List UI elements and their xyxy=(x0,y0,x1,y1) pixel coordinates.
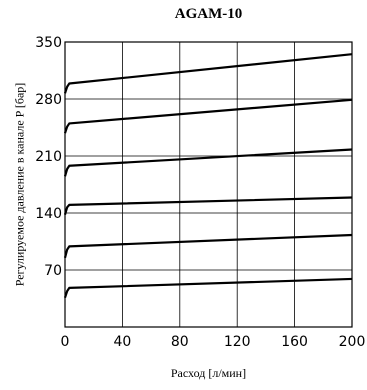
y-tick-label: 140 xyxy=(35,206,62,222)
x-tick-label: 160 xyxy=(281,334,308,350)
x-tick-label: 200 xyxy=(339,334,366,350)
y-tick-label: 350 xyxy=(35,35,62,51)
x-axis-label: Расход [л/мин] xyxy=(170,366,247,380)
series-line-5 xyxy=(63,98,353,134)
series-line-6 xyxy=(63,53,353,94)
y-tick-label: 280 xyxy=(35,92,62,108)
x-tick-label: 40 xyxy=(113,334,131,350)
chart-title: AGAM-10 xyxy=(174,6,243,22)
x-tick-label: 80 xyxy=(171,334,189,350)
series-line-4 xyxy=(63,148,353,177)
y-tick-label: 210 xyxy=(35,149,62,165)
series-line-2 xyxy=(63,233,353,259)
series-line-3 xyxy=(63,196,353,215)
series-line-1 xyxy=(63,277,353,299)
x-tick-label: 0 xyxy=(61,334,70,350)
plot-frame xyxy=(64,41,353,328)
x-tick-label: 120 xyxy=(224,334,251,350)
y-tick-label: 70 xyxy=(44,263,62,279)
